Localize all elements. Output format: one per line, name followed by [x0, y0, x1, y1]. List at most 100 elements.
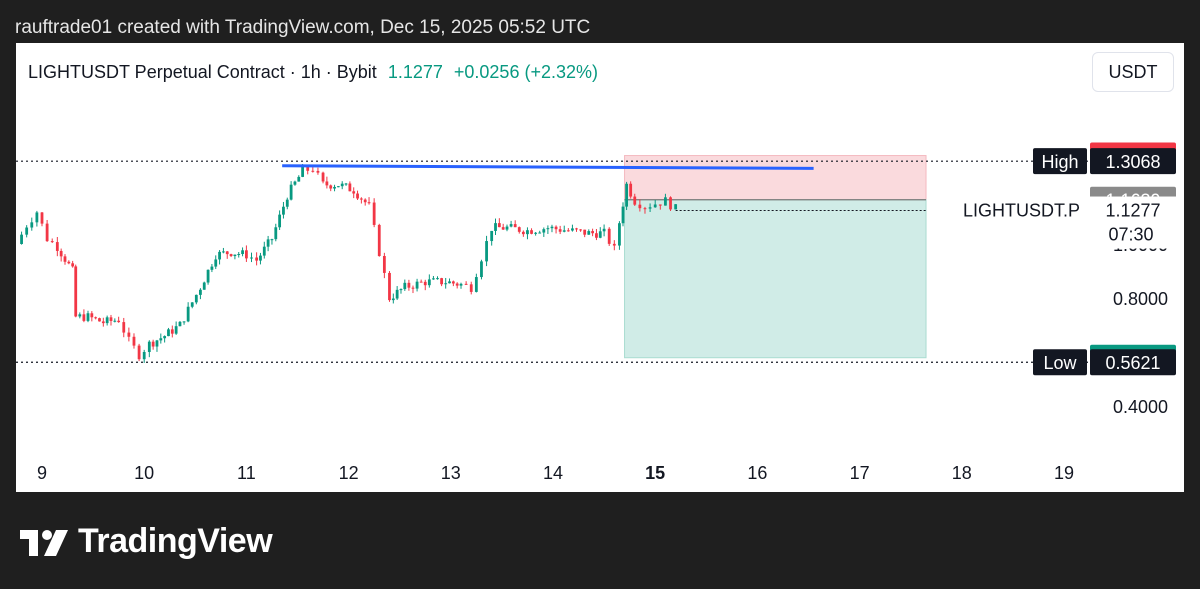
candle-body: [566, 230, 570, 232]
candle-body: [293, 181, 297, 185]
candle-body: [602, 228, 606, 232]
candle-body: [509, 224, 513, 227]
candle-body: [30, 222, 34, 228]
candle-body: [388, 272, 391, 301]
candle-body: [653, 204, 657, 208]
candle-body: [142, 351, 146, 360]
candle-body: [562, 230, 566, 232]
candle-body: [266, 239, 270, 247]
candle-body: [395, 289, 399, 299]
candle-body: [282, 206, 285, 215]
candle-body: [448, 281, 451, 284]
candle-body: [372, 202, 376, 225]
candle-body: [598, 231, 602, 238]
candle-body: [155, 340, 159, 347]
candle-body: [363, 199, 367, 203]
candle-body: [517, 227, 521, 232]
candle-body: [245, 250, 248, 259]
candle-body: [474, 277, 478, 292]
candle-body: [202, 282, 206, 290]
candle-body: [50, 241, 54, 243]
x-tick-label: 19: [1054, 463, 1074, 483]
x-tick-label: 15: [645, 463, 665, 483]
chart-caption: rauftrade01 created with TradingView.com…: [15, 17, 591, 38]
candle-body: [278, 214, 282, 228]
candle-body: [411, 287, 415, 289]
candle-body: [101, 321, 105, 324]
last-price-countdown: 07:30: [1108, 225, 1153, 245]
candle-body: [127, 332, 131, 337]
candle-body: [137, 345, 141, 360]
candle-body: [237, 254, 241, 256]
candle-body: [297, 176, 301, 182]
candle-body: [550, 226, 554, 229]
candle-body: [86, 313, 90, 321]
candle-body: [285, 199, 289, 207]
x-tick-label: 16: [747, 463, 767, 483]
candle-body: [255, 257, 259, 261]
candle-body: [480, 261, 483, 278]
candle-body: [233, 254, 237, 257]
candle-body: [178, 321, 182, 327]
price-change-legend: +0.0256 (+2.32%): [453, 62, 598, 82]
x-tick-label: 18: [952, 463, 972, 483]
candle-body: [210, 266, 214, 270]
candle-body: [90, 313, 94, 318]
candle-body: [658, 204, 662, 206]
side-label-box: [1033, 349, 1087, 376]
candle-body: [270, 239, 274, 241]
candle-body: [648, 207, 652, 209]
candle-body: [25, 227, 29, 235]
last-price-box: [1090, 196, 1176, 249]
candle-body: [612, 243, 616, 246]
candle-body: [113, 320, 117, 322]
x-tick-label: 17: [850, 463, 870, 483]
candle-body: [186, 306, 190, 322]
candle-body: [423, 281, 427, 286]
tradingview-logo-icon: [20, 529, 68, 556]
candle-body: [67, 261, 71, 264]
candle-body: [664, 197, 667, 206]
candle-body: [399, 289, 403, 291]
candle-body: [199, 289, 202, 295]
x-tick-label: 10: [134, 463, 154, 483]
candle-body: [218, 251, 221, 260]
candle-body: [321, 172, 325, 182]
candle-body: [595, 233, 598, 238]
candle-body: [530, 230, 533, 234]
candle-body: [222, 251, 225, 253]
price-label-value: 0.5621: [1105, 353, 1160, 373]
candle-body: [40, 212, 44, 224]
candle-body: [250, 257, 253, 259]
price-label-box: [1090, 148, 1176, 175]
candle-body: [621, 206, 625, 224]
last-price-legend: 1.1277: [387, 62, 443, 82]
candle-body: [419, 281, 423, 283]
candle-body: [159, 338, 163, 341]
candle-body: [325, 181, 329, 186]
candle-body: [432, 278, 435, 280]
candle-body: [638, 204, 642, 209]
candle-body: [669, 197, 672, 210]
x-tick-label: 13: [441, 463, 461, 483]
candle-body: [407, 282, 411, 288]
candle-body: [170, 329, 174, 334]
candle-body: [415, 281, 419, 289]
candle-body: [583, 229, 587, 235]
candle-body: [607, 228, 611, 244]
price-label-value: 1.3068: [1105, 152, 1160, 172]
candle-body: [122, 322, 126, 333]
candle-body: [571, 228, 574, 231]
x-tick-label: 9: [37, 463, 47, 483]
candle-body: [348, 183, 352, 192]
candle-body: [451, 281, 455, 284]
candle-body: [490, 230, 494, 242]
candle-body: [301, 166, 305, 177]
candle-body: [167, 329, 170, 337]
candle-body: [63, 256, 67, 262]
stop-loss-zone: [624, 155, 927, 201]
candle-body: [174, 326, 178, 334]
currency-button[interactable]: USDT: [1092, 52, 1174, 92]
candle-body: [109, 317, 113, 321]
